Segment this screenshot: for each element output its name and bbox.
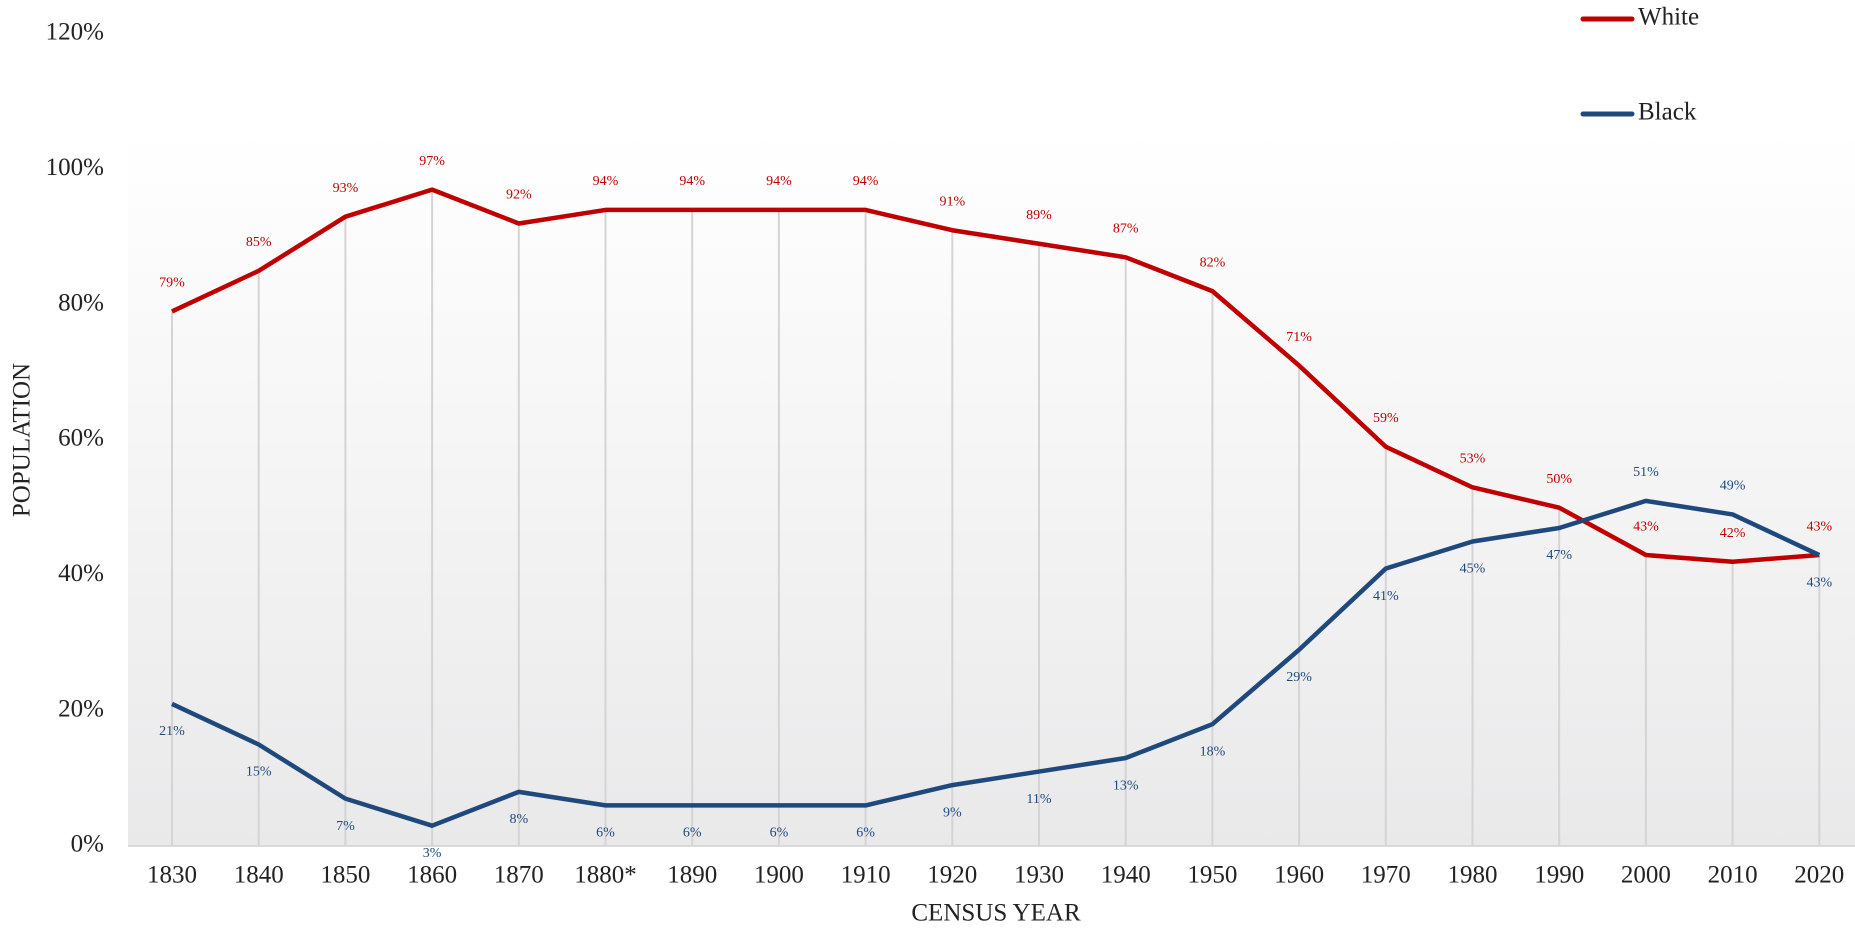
series-line (171, 187, 1820, 565)
data-label: 53% (1460, 452, 1486, 467)
data-label: 49% (1720, 479, 1746, 494)
x-tick-label: 1860 (407, 862, 457, 889)
data-label: 8% (509, 812, 528, 827)
y-axis-label: POPULATION (9, 363, 36, 517)
x-tick-label: 1930 (1014, 862, 1064, 889)
x-tick-label: 1840 (234, 862, 284, 889)
data-label: 94% (853, 174, 879, 189)
data-label: 82% (1200, 255, 1226, 270)
data-label: 92% (506, 188, 532, 203)
data-label: 6% (683, 826, 702, 841)
data-label: 21% (159, 724, 185, 739)
data-label: 94% (766, 174, 792, 189)
data-label: 43% (1633, 519, 1659, 534)
x-tick-label: 1870 (494, 862, 544, 889)
data-label: 11% (1026, 792, 1051, 807)
data-label: 18% (1200, 744, 1226, 759)
data-label: 6% (856, 826, 875, 841)
series-line (171, 498, 1821, 828)
data-label: 51% (1633, 465, 1659, 480)
data-label: 3% (423, 846, 442, 861)
x-tick-label: 1950 (1187, 862, 1237, 889)
legend-label: White (1638, 4, 1699, 31)
y-tick-label: 20% (58, 695, 104, 722)
data-label: 9% (943, 805, 962, 820)
data-label: 47% (1546, 548, 1572, 563)
x-tick-label: 1940 (1101, 862, 1151, 889)
data-label: 6% (770, 826, 789, 841)
data-label: 79% (159, 276, 185, 291)
data-label: 59% (1373, 411, 1399, 426)
data-label: 97% (419, 154, 445, 169)
x-tick-label: 1890 (667, 862, 717, 889)
data-label: 45% (1460, 562, 1486, 577)
data-label: 42% (1720, 526, 1746, 541)
plot-background (128, 130, 1855, 846)
data-label: 91% (939, 194, 965, 209)
x-tick-label: 1850 (320, 862, 370, 889)
x-tick-label: 1920 (927, 862, 977, 889)
data-label: 50% (1546, 472, 1572, 487)
x-tick-label: 1960 (1274, 862, 1324, 889)
legend-label: Black (1638, 99, 1697, 126)
y-tick-label: 80% (58, 289, 104, 316)
data-label: 43% (1806, 575, 1832, 590)
y-tick-label: 0% (71, 831, 104, 858)
data-label: 71% (1286, 330, 1312, 345)
x-tick-label: 1900 (754, 862, 804, 889)
x-tick-label: 1990 (1534, 862, 1584, 889)
y-tick-label: 120% (46, 19, 104, 46)
x-tick-label: 1910 (841, 862, 891, 889)
x-tick-label: 2000 (1621, 862, 1671, 889)
data-label: 85% (246, 235, 272, 250)
data-label: 89% (1026, 208, 1052, 223)
x-axis-label: CENSUS YEAR (911, 900, 1081, 927)
data-label: 93% (333, 181, 359, 196)
x-tick-label: 2020 (1794, 862, 1844, 889)
x-tick-label: 1980 (1448, 862, 1498, 889)
y-tick-label: 60% (58, 425, 104, 452)
data-label: 6% (596, 826, 615, 841)
data-label: 41% (1373, 589, 1399, 604)
data-label: 94% (679, 174, 705, 189)
data-label: 87% (1113, 222, 1139, 237)
data-label: 43% (1806, 519, 1832, 534)
data-label: 29% (1286, 670, 1312, 685)
x-tick-label: 1970 (1361, 862, 1411, 889)
y-tick-label: 40% (58, 560, 104, 587)
x-tick-label: 1880* (574, 862, 637, 889)
data-label: 13% (1113, 778, 1139, 793)
y-tick-label: 100% (46, 154, 104, 181)
data-label: 15% (246, 765, 272, 780)
data-label: 7% (336, 819, 355, 834)
data-label: 94% (593, 174, 619, 189)
x-tick-label: 2010 (1708, 862, 1758, 889)
x-tick-label: 1830 (147, 862, 197, 889)
